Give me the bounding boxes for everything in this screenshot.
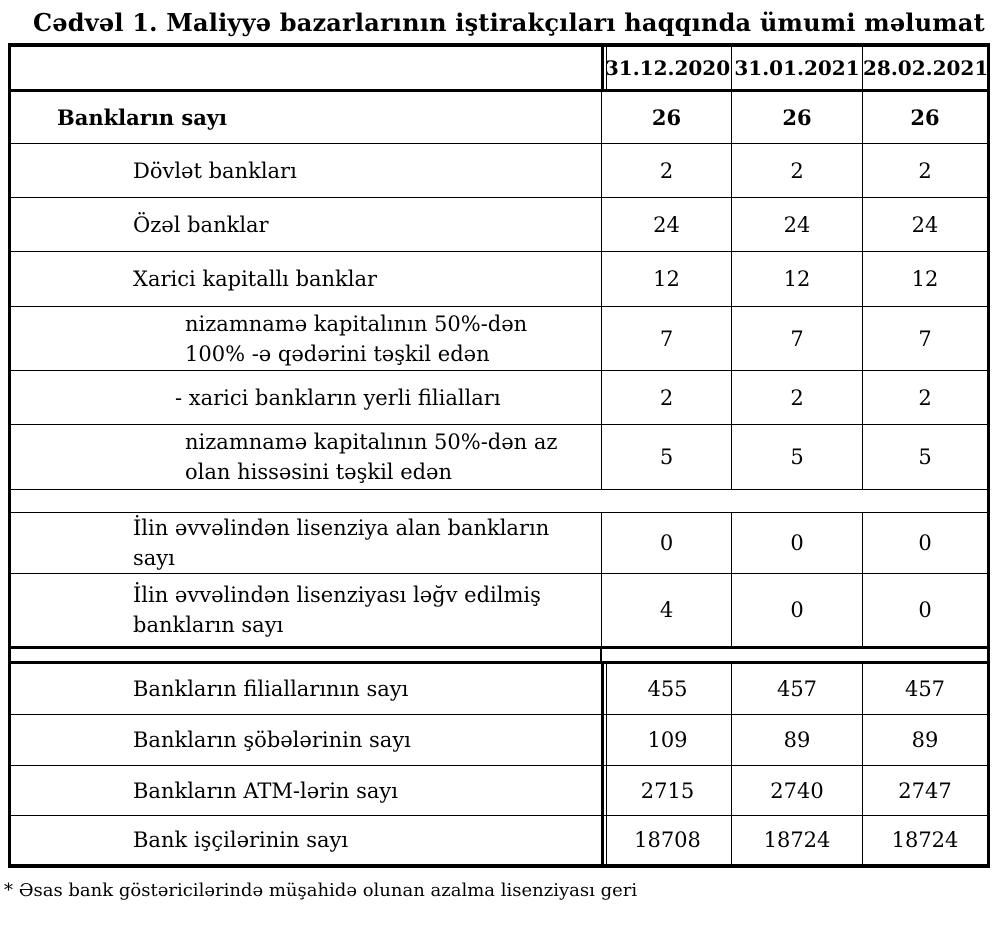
row-label: Dövlət bankları [133, 158, 297, 183]
cell-value: 5 [731, 425, 862, 489]
cell-value: 12 [731, 252, 862, 306]
cell-value: 4 [601, 574, 731, 646]
cell-value: 18708 [601, 816, 731, 864]
table-row: İlin əvvəlindən lisenziyası ləğv edilmiş… [11, 573, 987, 646]
column-header-date-1: 31.12.2020 [601, 47, 731, 89]
row-label: Bankların sayı [57, 104, 227, 130]
column-header-date-2: 31.01.2021 [731, 47, 862, 89]
cell-value: 26 [731, 92, 862, 143]
cell-value: 2747 [862, 766, 987, 815]
header-empty-cell [11, 47, 601, 89]
table-row: - xarici bankların yerli filialları 2 2 … [11, 370, 987, 424]
table-row: Bank işçilərinin sayı 18708 18724 18724 [11, 815, 987, 864]
row-label: Özəl banklar [133, 212, 269, 237]
cell-value: 2 [862, 144, 987, 197]
cell-value: 5 [862, 425, 987, 489]
cell-value: 457 [731, 664, 862, 714]
table-row: Bankların sayı 26 26 26 [11, 91, 987, 143]
footnote: * Əsas bank göstəricilərində müşahidə ol… [4, 880, 638, 901]
cell-value: 0 [601, 513, 731, 573]
cell-value: 18724 [731, 816, 862, 864]
row-label: Bankların şöbələrinin sayı [133, 728, 411, 752]
table-header-row: 31.12.2020 31.01.2021 28.02.2021 [11, 47, 988, 91]
cell-value: 7 [731, 307, 862, 370]
cell-value: 7 [862, 307, 987, 370]
cell-value: 457 [862, 664, 987, 714]
table-row: Bankların filiallarının sayı 455 457 457 [11, 664, 987, 714]
cell-value: 2715 [601, 766, 731, 815]
row-label: İlin əvvəlindən lisenziya alan bankların… [133, 516, 550, 570]
cell-value: 0 [731, 513, 862, 573]
cell-value: 0 [862, 574, 987, 646]
cell-value: 5 [601, 425, 731, 489]
row-label: nizamnamə kapitalının 50%-dən az olan hi… [185, 430, 558, 484]
cell-value: 455 [601, 664, 731, 714]
cell-value: 18724 [862, 816, 987, 864]
cell-value: 0 [862, 513, 987, 573]
cell-value: 26 [601, 92, 731, 143]
row-label: Xarici kapitallı banklar [133, 267, 378, 291]
cell-value: 2 [731, 371, 862, 424]
cell-value: 89 [862, 715, 987, 765]
section-divider [11, 646, 987, 664]
cell-value: 2 [731, 144, 862, 197]
page-title: Cədvəl 1. Maliyyə bazarlarının iştirakçı… [33, 8, 985, 37]
cell-value: 2 [601, 371, 731, 424]
cell-value: 24 [601, 198, 731, 251]
row-label: İlin əvvəlindən lisenziyası ləğv edilmiş… [133, 583, 541, 637]
cell-value: 26 [862, 92, 987, 143]
table-row: Bankların ATM-lərin sayı 2715 2740 2747 [11, 765, 987, 815]
table-spacer-row [11, 489, 987, 512]
cell-value: 89 [731, 715, 862, 765]
cell-value: 24 [862, 198, 987, 251]
row-label: nizamnamə kapitalının 50%-dən 100% -ə qə… [185, 311, 528, 366]
row-label: - xarici bankların yerli filialları [175, 385, 501, 410]
row-label: Bank işçilərinin sayı [133, 828, 349, 852]
cell-value: 7 [601, 307, 731, 370]
cell-value: 12 [862, 252, 987, 306]
table-row: Özəl banklar 24 24 24 [11, 197, 987, 251]
column-header-date-3: 28.02.2021 [862, 47, 988, 89]
cell-value: 2 [601, 144, 731, 197]
table-row: nizamnamə kapitalının 50%-dən 100% -ə qə… [11, 306, 987, 370]
cell-value: 109 [601, 715, 731, 765]
row-label: Bankların ATM-lərin sayı [133, 778, 398, 803]
table-row: Xarici kapitallı banklar 12 12 12 [11, 251, 987, 306]
table-row: Dövlət bankları 2 2 2 [11, 143, 987, 197]
cell-value: 0 [731, 574, 862, 646]
cell-value: 24 [731, 198, 862, 251]
table-row: Bankların şöbələrinin sayı 109 89 89 [11, 714, 987, 765]
cell-value: 2 [862, 371, 987, 424]
table-row: İlin əvvəlindən lisenziya alan bankların… [11, 512, 987, 573]
cell-value: 12 [601, 252, 731, 306]
financial-participants-table: 31.12.2020 31.01.2021 28.02.2021 Banklar… [8, 43, 990, 868]
cell-value: 2740 [731, 766, 862, 815]
table-row: nizamnamə kapitalının 50%-dən az olan hi… [11, 424, 987, 489]
row-label: Bankların filiallarının sayı [133, 677, 409, 701]
